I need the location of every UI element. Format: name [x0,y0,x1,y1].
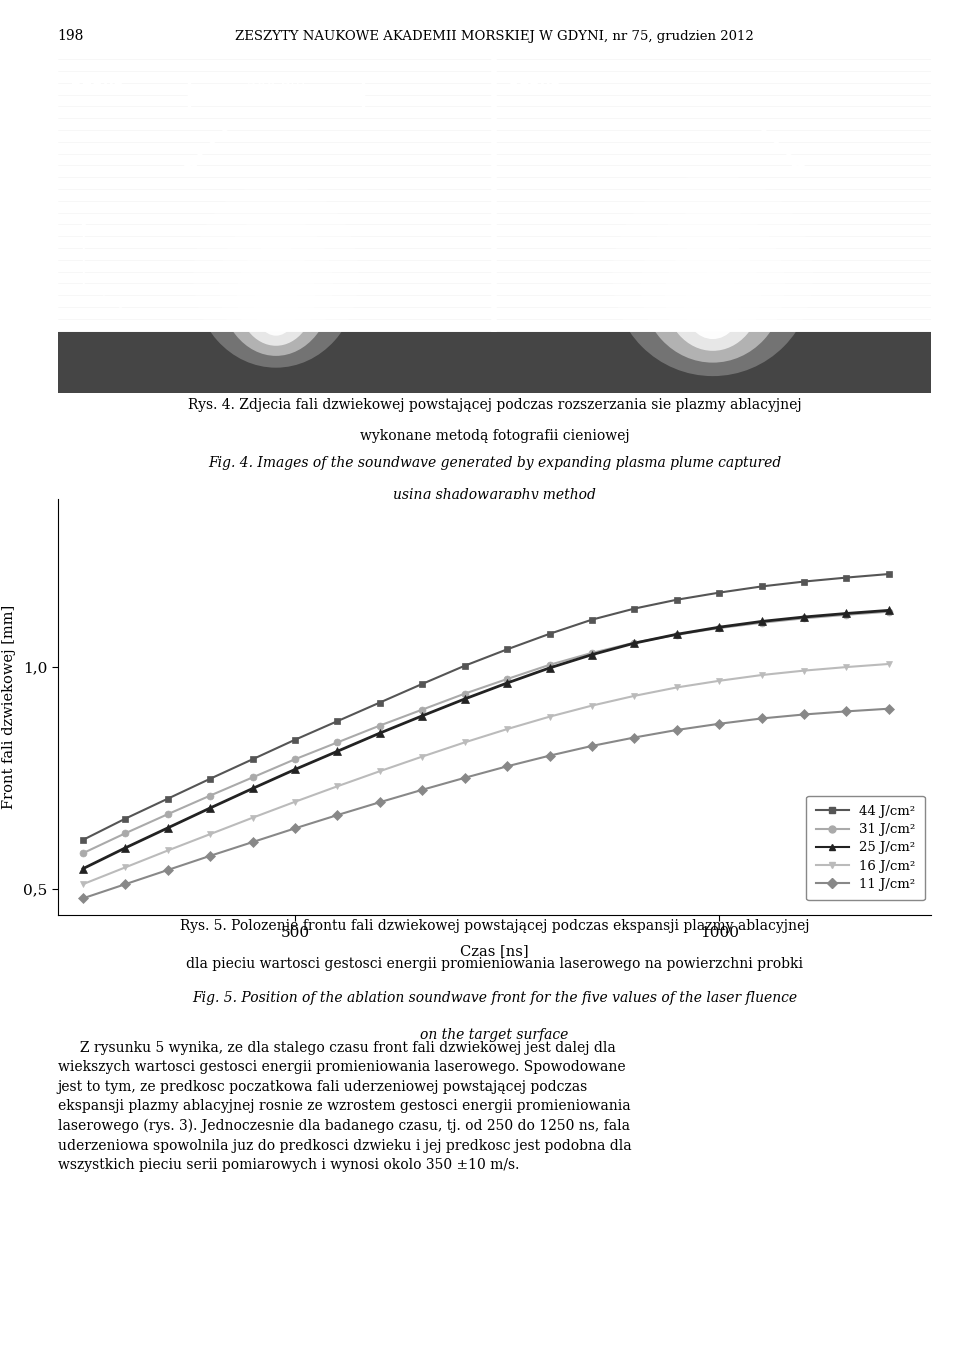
Ellipse shape [684,271,741,339]
Text: 615ns: 615ns [508,73,560,88]
Text: 500 μm: 500 μm [247,73,305,88]
X-axis label: Czas [ns]: Czas [ns] [460,944,529,958]
Ellipse shape [640,208,785,363]
Text: Z rysunku 5 wynika, ze dla stalego czasu front fali dzwiekowej jest dalej dla
wi: Z rysunku 5 wynika, ze dla stalego czasu… [58,1041,632,1172]
Ellipse shape [219,214,333,356]
Text: Rys. 4. Zdjecia fali dzwiekowej powstającej podczas rozszerzania sie plazmy abla: Rys. 4. Zdjecia fali dzwiekowej powstają… [187,398,802,413]
Bar [58,332,494,393]
Text: wykonane metodą fotografii cieniowej: wykonane metodą fotografii cieniowej [360,429,629,442]
Y-axis label: Front fali dzwiekowej [mm]: Front fali dzwiekowej [mm] [2,604,16,809]
Ellipse shape [664,240,761,351]
Text: 198: 198 [58,30,84,43]
Ellipse shape [237,244,315,345]
Bar [494,332,931,393]
Text: using shadowgraphy method: using shadowgraphy method [393,488,596,502]
Text: x: x [116,302,124,314]
Legend: 44 J/cm², 31 J/cm², 25 J/cm², 16 J/cm², 11 J/cm²: 44 J/cm², 31 J/cm², 25 J/cm², 16 J/cm², … [806,796,924,900]
Text: ZESZYTY NAUKOWE AKADEMII MORSKIEJ W GDYNI, nr 75, grudzien 2012: ZESZYTY NAUKOWE AKADEMII MORSKIEJ W GDYN… [235,30,754,43]
Ellipse shape [254,275,298,336]
Text: Rys. 5. Polozenie frontu fali dzwiekowej powstającej podczas ekspansji plazmy ab: Rys. 5. Polozenie frontu fali dzwiekowej… [180,919,809,934]
Ellipse shape [193,182,359,368]
Text: dla pieciu wartosci gestosci energii promieniowania laserowego na powierzchni pr: dla pieciu wartosci gestosci energii pro… [186,956,803,971]
Text: 325ns: 325ns [71,73,123,88]
Ellipse shape [612,174,813,376]
Text: Fig. 5. Position of the ablation soundwave front for the five values of the lase: Fig. 5. Position of the ablation soundwa… [192,990,797,1005]
Text: Z: Z [68,201,77,214]
Text: on the target surface: on the target surface [420,1028,568,1043]
Text: Fig. 4. Images of the soundwave generated by expanding plasma plume captured: Fig. 4. Images of the soundwave generate… [207,456,781,471]
